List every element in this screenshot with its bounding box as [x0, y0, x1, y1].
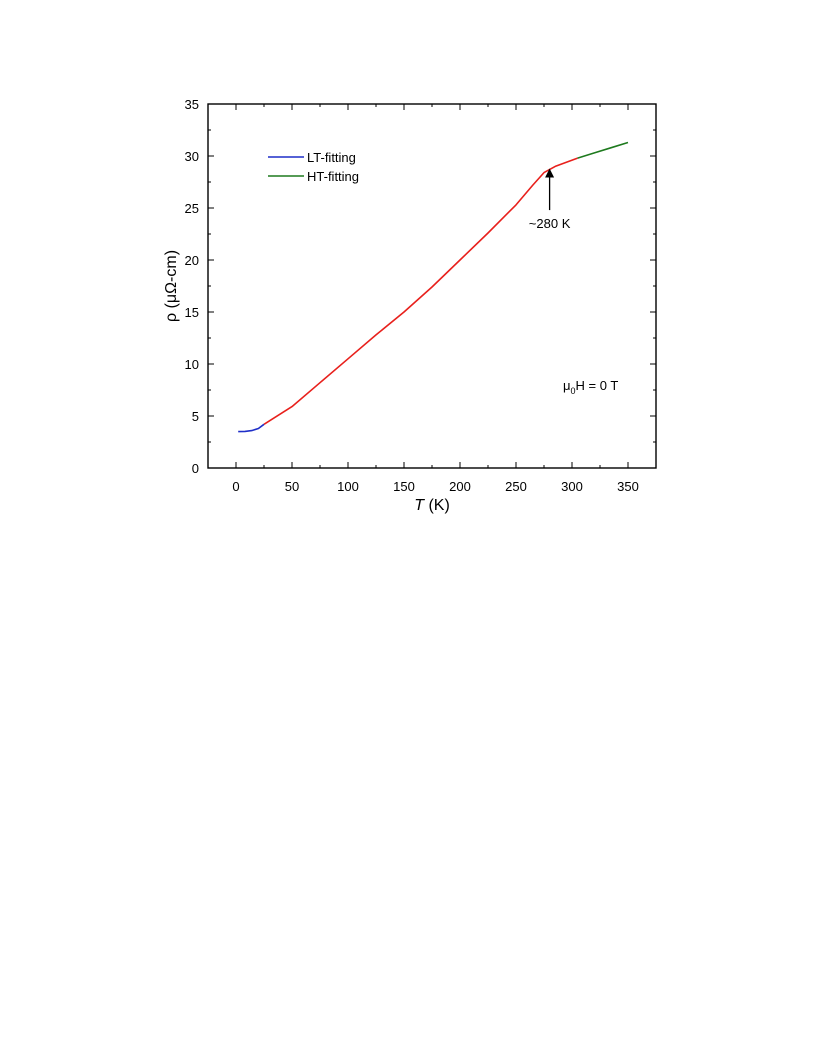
axes: 0 50 100 150 200 250 300 350 0 5 10 15 20 25 30 35 T (K)… [163, 97, 657, 514]
arrow-head [545, 168, 555, 178]
series-line-lt-fitting [238, 423, 265, 433]
x-tick-label: 0 [232, 479, 239, 494]
y-tick-label: 20 [185, 253, 199, 268]
x-tick-label: 50 [285, 479, 299, 494]
y-tick-label: 35 [185, 97, 199, 112]
x-tick-label: 300 [561, 479, 583, 494]
legend-label: LT-fitting [307, 150, 356, 165]
x-tick-label: 100 [337, 479, 359, 494]
x-tick-label: 200 [449, 479, 471, 494]
x-axis-label: T (K) [414, 497, 450, 514]
resistivity-chart: 0 50 100 150 200 250 300 350 0 5 10 15 20 25 30 35 T (K)… [163, 97, 657, 514]
y-tick-label: 10 [185, 357, 199, 372]
arrow-label: ~280 K [529, 216, 571, 231]
x-tick-label: 150 [393, 479, 415, 494]
legend: LT-fitting HT-fitting [268, 150, 359, 184]
field-label: μ0H = 0 T [563, 378, 618, 396]
series-line-measured [263, 157, 578, 425]
x-tick-label: 250 [505, 479, 527, 494]
series-line-ht-fitting [577, 141, 629, 159]
x-tick-label: 350 [617, 479, 639, 494]
y-tick-label: 15 [185, 305, 199, 320]
y-tick-label: 25 [185, 201, 199, 216]
annotations: ~280 K μ0H = 0 T [529, 168, 618, 396]
chart-svg: 0 50 100 150 200 250 300 350 0 5 10 15 20 25 30 35 T (K)… [163, 97, 657, 514]
y-axis-label: ρ (μΩ-cm) [163, 250, 180, 322]
data-series [238, 141, 629, 433]
y-tick-label: 0 [192, 461, 199, 476]
legend-label: HT-fitting [307, 169, 359, 184]
y-tick-label: 30 [185, 149, 199, 164]
y-tick-label: 5 [192, 409, 199, 424]
